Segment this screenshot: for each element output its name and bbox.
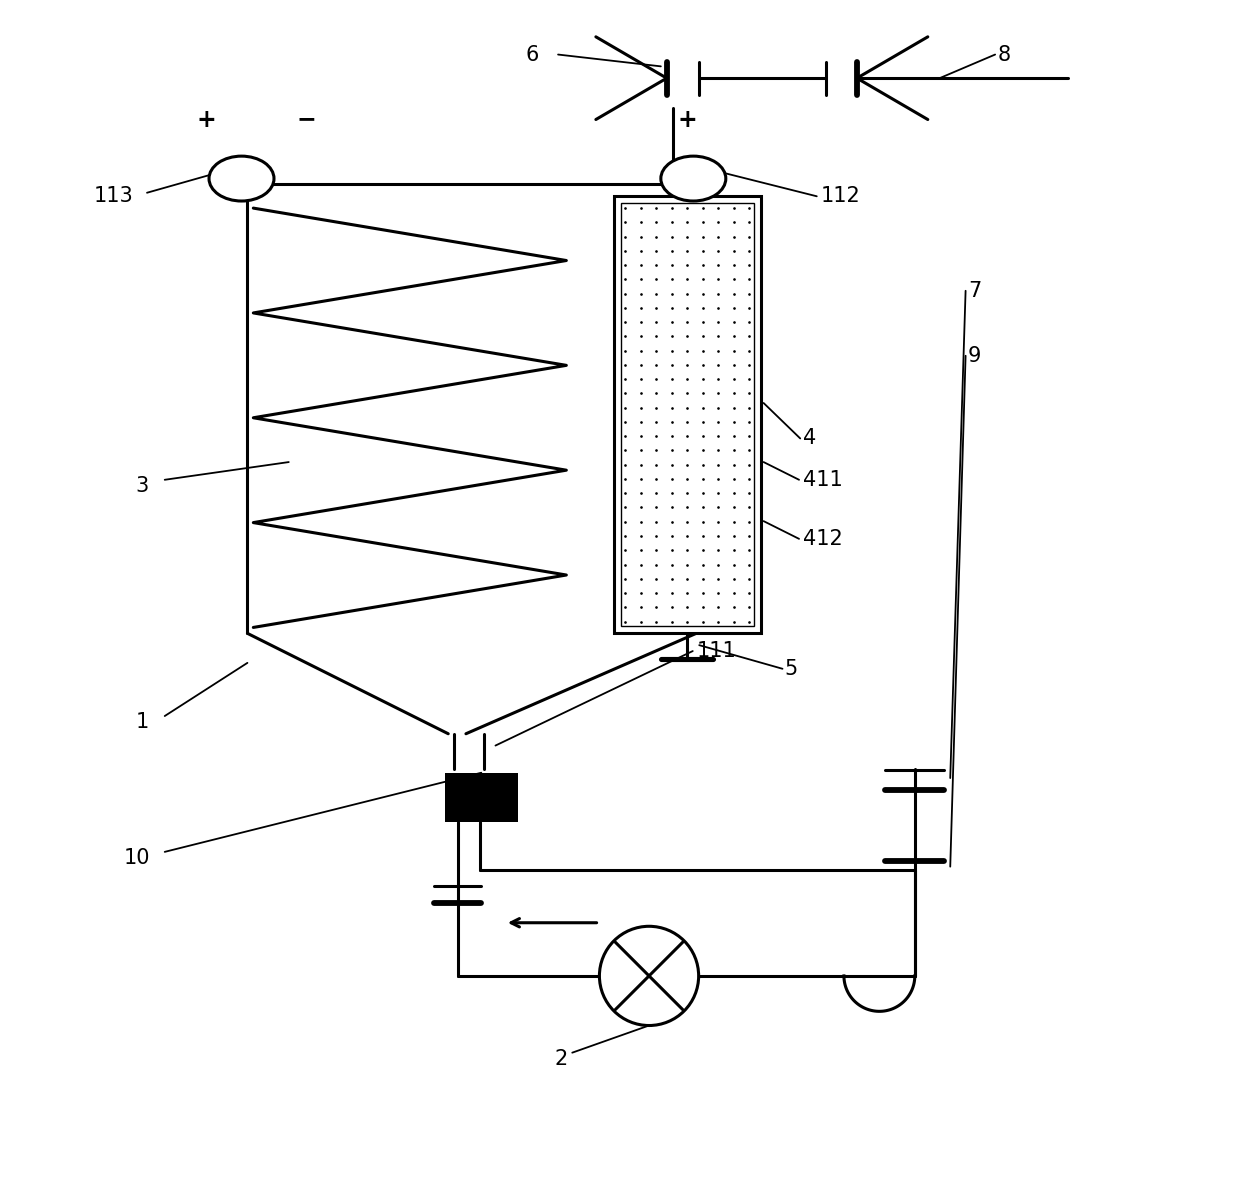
Text: +: + (196, 108, 216, 131)
Bar (445, 773, 518, 823)
Ellipse shape (660, 156, 726, 201)
Text: 5: 5 (784, 658, 798, 678)
Text: 2: 2 (555, 1049, 567, 1069)
Text: 8: 8 (997, 45, 1011, 65)
Text: +: + (678, 108, 698, 131)
Bar (613, 197, 761, 633)
Circle shape (600, 926, 699, 1025)
Text: 113: 113 (94, 186, 134, 206)
Text: 111: 111 (696, 641, 736, 661)
Text: 10: 10 (124, 848, 150, 868)
Bar (621, 204, 755, 626)
Text: 1: 1 (135, 712, 149, 732)
Text: 411: 411 (803, 470, 843, 490)
Text: 9: 9 (968, 346, 981, 366)
Text: 412: 412 (803, 529, 843, 549)
Ellipse shape (209, 156, 274, 201)
Text: 7: 7 (968, 281, 981, 301)
Text: 4: 4 (803, 429, 815, 449)
Text: 6: 6 (525, 45, 539, 65)
Text: 112: 112 (820, 186, 860, 206)
Text: 3: 3 (135, 476, 149, 496)
Text: −: − (296, 108, 316, 131)
